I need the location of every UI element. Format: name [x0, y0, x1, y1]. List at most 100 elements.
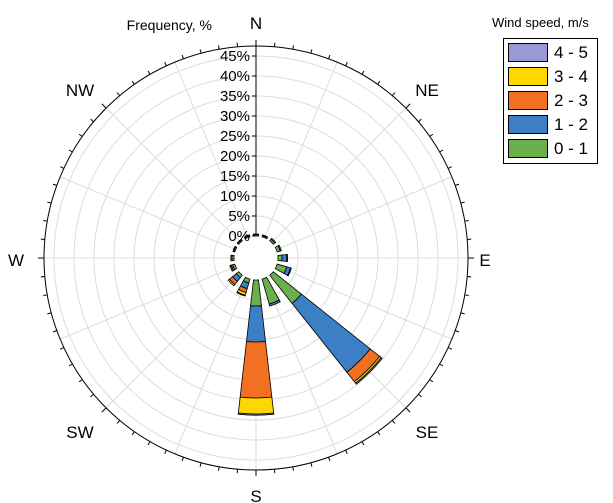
outer-tick — [464, 294, 469, 297]
outer-tick — [361, 441, 365, 446]
legend-swatch-3-4 — [508, 67, 548, 86]
outer-tick — [199, 49, 202, 54]
legend-item-1-2: 1 - 2 — [508, 115, 588, 134]
outer-tick — [429, 379, 434, 383]
outer-tick — [131, 431, 135, 436]
outer-tick — [455, 330, 460, 333]
legend-swatch-2-3 — [508, 91, 548, 110]
outer-tick — [460, 201, 465, 204]
grid-spoke — [174, 61, 249, 238]
outer-tick — [181, 457, 184, 462]
grid-spoke — [59, 176, 236, 251]
outer-tick — [68, 149, 73, 153]
bar-segment — [286, 253, 288, 263]
outer-tick — [43, 219, 48, 222]
direction-label-e: E — [479, 251, 490, 270]
bar-segment — [270, 237, 277, 244]
legend-label-3-4: 3 - 4 — [554, 66, 589, 86]
outer-tick — [361, 70, 365, 75]
bar-segment — [243, 234, 251, 239]
direction-label-nw: NW — [66, 81, 94, 100]
outer-tick — [310, 49, 313, 54]
grid-spoke — [59, 265, 236, 340]
outer-tick — [164, 449, 167, 454]
outer-tick — [328, 457, 331, 462]
outer-tick — [90, 118, 94, 123]
direction-label-se: SE — [416, 423, 439, 442]
outer-tick — [391, 420, 396, 424]
outer-tick — [164, 62, 167, 67]
legend-item-4-5: 4 - 5 — [508, 43, 588, 62]
outer-tick — [52, 183, 57, 186]
bar-segment — [286, 267, 292, 277]
grid-spoke — [263, 278, 338, 455]
bar-segment — [281, 254, 288, 262]
bars — [227, 233, 383, 416]
outer-tick — [116, 92, 121, 96]
outer-tick — [405, 103, 411, 109]
outer-tick — [47, 312, 52, 315]
outer-tick — [418, 393, 422, 398]
outer-tick — [147, 441, 151, 446]
outer-tick — [429, 133, 434, 137]
legend-swatch-0-1 — [508, 139, 548, 158]
bar-segment — [229, 264, 234, 272]
bar-segment — [239, 341, 273, 399]
outer-tick — [131, 80, 135, 85]
legend-item-0-1: 0 - 1 — [508, 139, 588, 158]
legend-swatch-1-2 — [508, 115, 548, 134]
bar-segment — [237, 396, 275, 415]
outer-tick — [68, 363, 73, 367]
outer-tick — [447, 166, 452, 169]
outer-tick — [217, 45, 220, 50]
outer-tick — [439, 363, 444, 367]
grid-spoke — [271, 107, 407, 243]
grid-spoke — [174, 278, 249, 455]
outer-tick — [116, 420, 121, 424]
bar-segment — [230, 254, 233, 262]
outer-tick — [181, 54, 184, 59]
outer-tick — [47, 201, 52, 204]
legend-item-2-3: 2 - 3 — [508, 91, 588, 110]
radial-axis-label: Frequency, % — [127, 17, 212, 33]
bar-segment — [252, 233, 260, 236]
outer-tick — [345, 62, 348, 67]
legend-label-4-5: 4 - 5 — [554, 42, 589, 62]
outer-tick — [60, 347, 65, 350]
outer-tick — [292, 466, 295, 471]
bar-segment — [237, 412, 275, 416]
bar-segment — [268, 299, 281, 307]
radial-tick-label: 15% — [220, 168, 250, 185]
inner-hole — [234, 236, 278, 280]
radial-tick-label: 35% — [220, 88, 250, 105]
direction-label-w: W — [8, 251, 24, 270]
bar-segment — [246, 305, 266, 343]
outer-tick — [377, 80, 381, 85]
radial-tick-label: 0% — [228, 228, 250, 245]
outer-tick — [391, 92, 396, 96]
legend-label-2-3: 2 - 3 — [554, 90, 589, 110]
outer-tick — [418, 118, 422, 123]
outer-tick — [377, 431, 381, 436]
radial-tick-label: 40% — [220, 68, 250, 85]
bar-segment — [291, 293, 371, 373]
outer-tick — [310, 462, 313, 467]
bar-segment — [277, 254, 283, 262]
legend-title: Wind speed, m/s — [492, 15, 589, 30]
outer-tick — [217, 466, 220, 471]
bar-segment — [236, 238, 243, 245]
outer-tick — [405, 407, 411, 413]
bar-segment — [261, 234, 269, 239]
legend: 4 - 5 3 - 4 2 - 3 1 - 2 0 - 1 — [503, 38, 598, 164]
outer-tick — [78, 133, 83, 137]
outer-tick — [455, 183, 460, 186]
outer-tick — [60, 166, 65, 169]
direction-label-ne: NE — [415, 81, 439, 100]
grid-spoke — [276, 265, 453, 340]
outer-tick — [101, 103, 107, 109]
legend-swatch-4-5 — [508, 43, 548, 62]
bar-segment — [250, 279, 262, 307]
outer-tick — [439, 149, 444, 153]
outer-tick — [447, 347, 452, 350]
grid-spoke — [105, 273, 241, 409]
